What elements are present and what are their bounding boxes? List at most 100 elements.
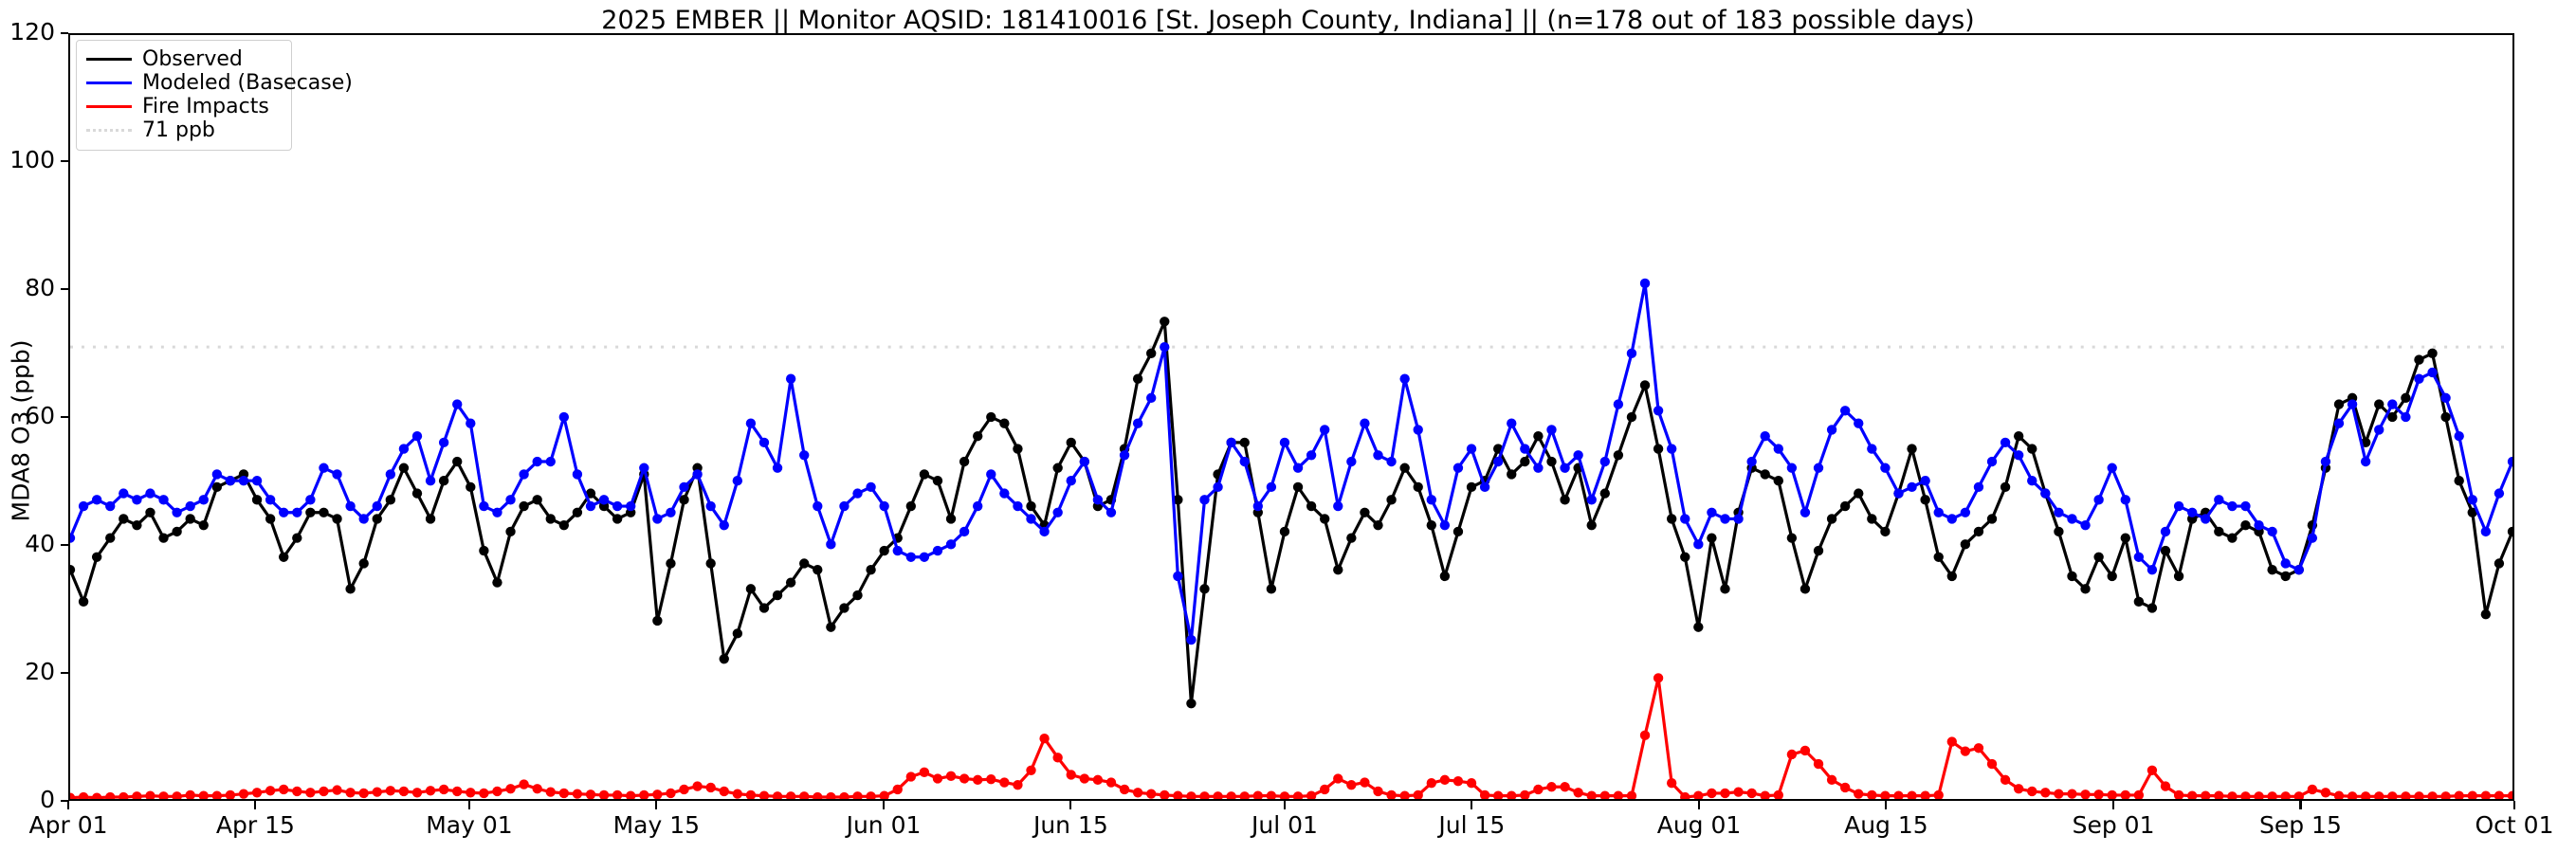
series-marker (745, 789, 757, 799)
series-marker (2507, 790, 2512, 799)
series-marker (1507, 469, 1517, 480)
series-marker (2173, 789, 2184, 799)
series-marker (78, 596, 89, 607)
series-marker (932, 773, 943, 784)
series-marker (2107, 789, 2117, 799)
series-marker (758, 603, 770, 613)
series-marker (251, 788, 263, 798)
series-marker (251, 495, 263, 505)
series-marker (1052, 753, 1063, 763)
series-marker (1292, 481, 1304, 493)
series-marker (2307, 533, 2318, 543)
series-marker (105, 533, 116, 543)
series-marker (2467, 790, 2477, 799)
series-marker (598, 789, 610, 799)
series-marker (332, 469, 342, 480)
series-marker (2507, 526, 2512, 537)
series-marker (1252, 790, 1263, 799)
series-marker (892, 545, 903, 556)
series-marker (1786, 749, 1798, 760)
series-marker (1026, 500, 1036, 512)
x-tick-mark (254, 801, 257, 809)
series-marker (1173, 571, 1183, 582)
series-marker (1933, 552, 1944, 562)
series-marker (145, 790, 155, 799)
series-marker (1867, 444, 1877, 454)
series-marker (2147, 603, 2158, 613)
series-marker (1720, 584, 1730, 594)
series-marker (1373, 786, 1383, 797)
series-marker (1613, 790, 1624, 799)
series-marker (2147, 765, 2158, 775)
series-marker (959, 773, 970, 784)
series-marker (411, 788, 423, 798)
series-marker (2067, 514, 2077, 524)
series-marker (119, 488, 129, 499)
series-marker (425, 475, 436, 486)
legend-swatch (86, 58, 132, 61)
series-marker (91, 792, 102, 799)
x-tick-mark (655, 801, 658, 809)
series-marker (265, 514, 276, 524)
series-marker (1573, 788, 1583, 798)
x-tick-mark (2299, 801, 2302, 809)
series-marker (411, 430, 423, 442)
series-marker (1800, 507, 1811, 517)
series-marker (2454, 475, 2464, 486)
series-marker (892, 784, 903, 795)
series-marker (2133, 789, 2145, 799)
series-marker (2227, 500, 2238, 512)
series-marker (932, 545, 943, 556)
series-marker (2201, 790, 2211, 799)
series-marker (2387, 399, 2398, 409)
series-marker (78, 791, 89, 799)
series-marker (1893, 488, 1904, 499)
series-marker (505, 526, 516, 537)
series-marker (1452, 526, 1464, 537)
series-marker (1092, 495, 1104, 505)
series-marker (626, 790, 636, 799)
series-marker (1132, 418, 1143, 428)
legend-swatch (86, 105, 132, 108)
series-marker (1373, 520, 1383, 531)
series-marker (1413, 425, 1423, 435)
series-marker (999, 418, 1010, 428)
series-marker (425, 514, 436, 524)
series-marker (705, 558, 716, 569)
series-marker (1292, 463, 1304, 473)
series-marker (1173, 495, 1183, 505)
series-marker (1466, 481, 1477, 493)
legend-item: 71 ppb (86, 118, 282, 142)
series-marker (2080, 520, 2091, 531)
series-marker (1546, 782, 1557, 792)
series-marker (852, 590, 863, 601)
series-marker (1880, 526, 1891, 537)
series-marker (2320, 788, 2331, 798)
series-marker (2333, 399, 2345, 409)
series-marker (1773, 475, 1783, 486)
series-marker (345, 500, 356, 512)
x-tick-label: Aug 15 (1844, 811, 1928, 839)
series-marker (185, 500, 195, 512)
series-marker (2360, 456, 2371, 467)
series-marker (558, 520, 570, 531)
series-marker (1520, 789, 1530, 799)
series-marker (2173, 571, 2184, 582)
series-marker (679, 495, 689, 505)
series-marker (866, 481, 876, 493)
series-marker (1105, 777, 1117, 788)
series-marker (2160, 781, 2171, 791)
series-marker (411, 488, 423, 499)
series-canvas (70, 278, 2512, 799)
series-marker (2080, 789, 2091, 799)
legend-label: Modeled (Basecase) (142, 71, 353, 95)
series-marker (1346, 533, 1357, 543)
series-marker (879, 500, 889, 512)
series-marker (1426, 520, 1436, 531)
x-tick-mark (66, 801, 70, 809)
series-marker (319, 786, 329, 797)
series-marker (198, 520, 209, 531)
series-marker (692, 781, 703, 791)
series-marker (1306, 450, 1317, 461)
series-marker (332, 514, 342, 524)
